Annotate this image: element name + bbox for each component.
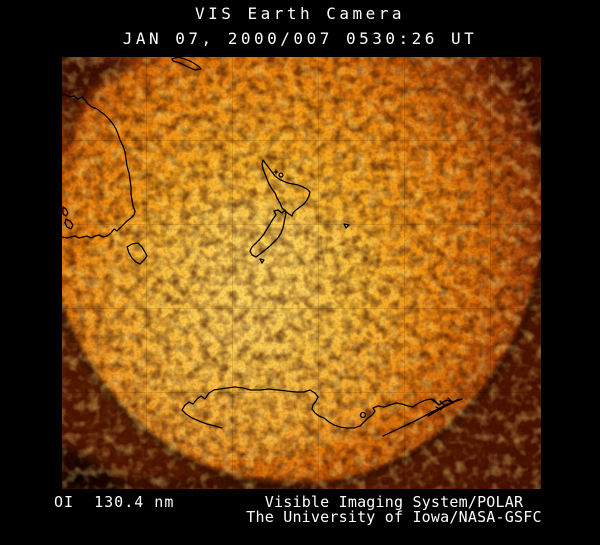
australia-coastline <box>62 93 136 239</box>
image-timestamp: JAN 07, 2000/007 0530:26 UT <box>122 29 478 48</box>
new-zealand-south-island <box>249 209 287 258</box>
new-zealand-harbor-mark <box>278 172 284 178</box>
new-caledonia-outline <box>171 57 202 71</box>
antarctica-coastline <box>181 386 460 429</box>
chatham-islands-mark <box>343 223 350 229</box>
antarctica-coast-lower <box>181 409 223 429</box>
antarctica-hatch-marks <box>432 397 454 411</box>
tasmania-outline <box>126 242 148 265</box>
image-title: VIS Earth Camera <box>194 4 406 23</box>
antarctic-peninsula-line2 <box>427 399 459 417</box>
new-zealand-plus-mark <box>273 169 279 175</box>
new-zealand-north-island <box>261 159 311 217</box>
wavelength-label: OI 130.4 nm <box>54 493 175 511</box>
noise-fine-grain <box>62 57 541 489</box>
australia-south-islets <box>62 206 74 230</box>
antarctica-lake-mark <box>359 411 367 419</box>
sensor-seams <box>62 57 541 489</box>
stewart-island-outline <box>259 258 265 264</box>
instrument-credit: Visible Imaging System/POLAR <box>264 493 524 511</box>
institution-credit: The University of Iowa/NASA-GSFC <box>246 508 542 526</box>
